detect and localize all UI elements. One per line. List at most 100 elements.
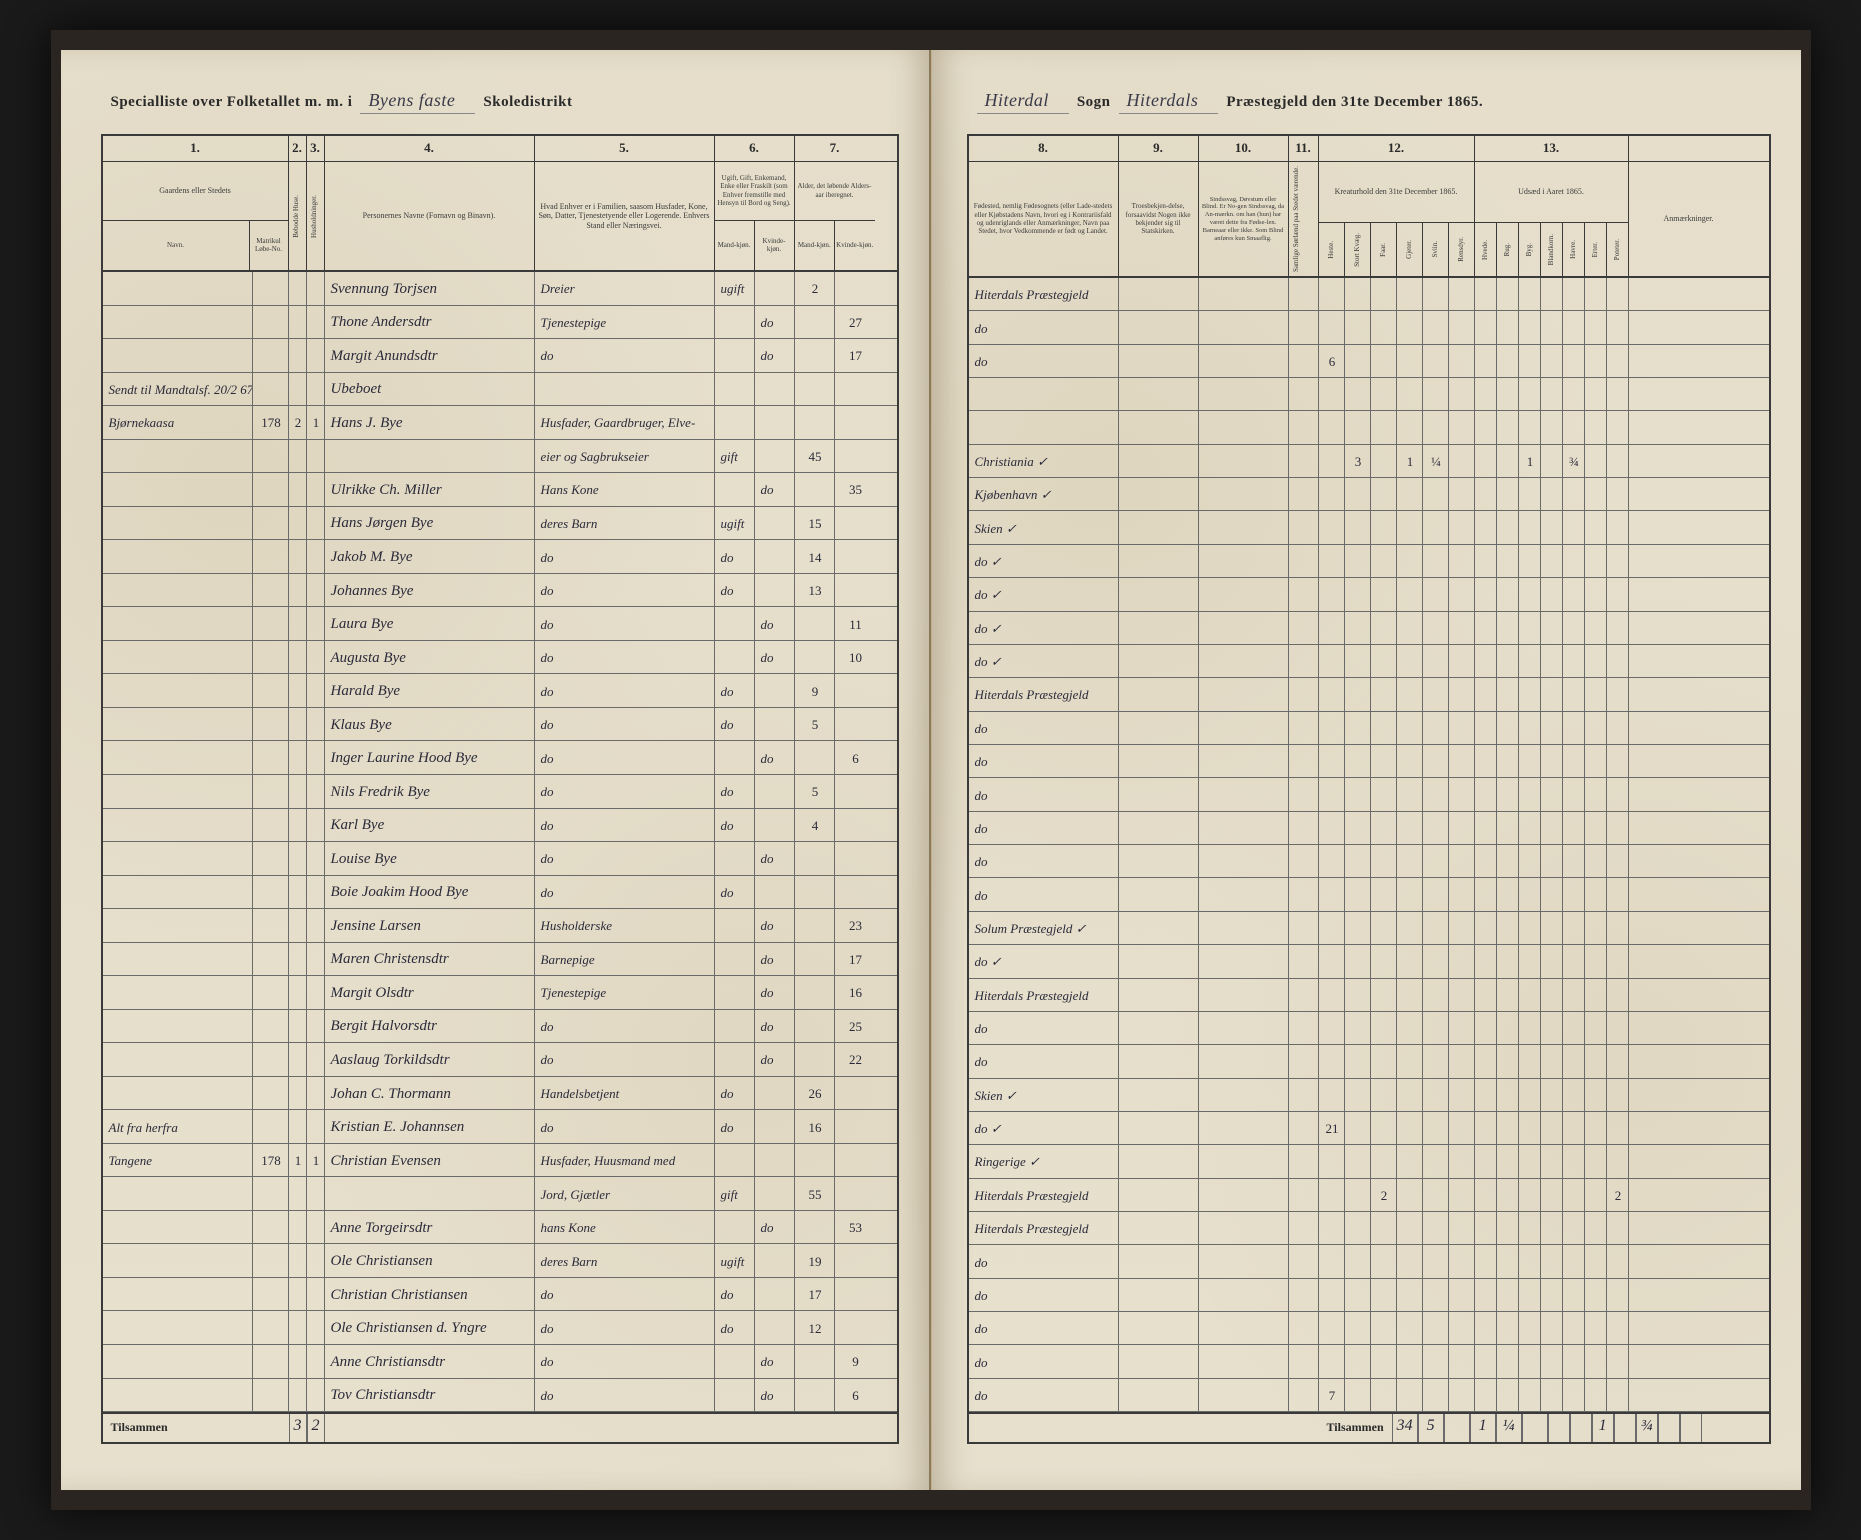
cell-seed — [1519, 1312, 1541, 1344]
cell-condition — [1199, 912, 1289, 944]
cell-seed — [1519, 1179, 1541, 1211]
cell-present — [1289, 1012, 1319, 1044]
cell-faith — [1119, 1245, 1199, 1277]
cell-seed — [1541, 1079, 1563, 1111]
cell-age-f — [835, 1278, 875, 1311]
cell-livestock: 2 — [1371, 1179, 1397, 1211]
cell-livestock — [1449, 1045, 1475, 1077]
cell-households — [307, 1177, 325, 1210]
cell-livestock — [1345, 979, 1371, 1011]
cell-farm — [103, 540, 253, 573]
cell-status-f — [755, 708, 795, 741]
cell-seed — [1497, 278, 1519, 310]
cell-birthplace: Hiterdals Præstegjeld — [969, 1212, 1119, 1244]
cell-position: do — [535, 540, 715, 573]
colhead-12-sub: Faar. — [1371, 223, 1397, 275]
cell-matr — [253, 306, 289, 339]
cell-livestock — [1371, 878, 1397, 910]
rcolnum-9: 9. — [1119, 136, 1199, 161]
cell-age-f — [835, 1244, 875, 1277]
cell-seed — [1563, 1112, 1585, 1144]
cell-livestock — [1319, 712, 1345, 744]
rcolhead-13: Udsæd i Aaret 1865. Hvede.Rug.Byg.Blandk… — [1475, 162, 1629, 276]
cell-age-m — [795, 876, 835, 909]
footer-seed — [1680, 1414, 1702, 1442]
colhead-3: Husholdninger. — [307, 162, 325, 270]
table-row: do ✓ — [969, 612, 1769, 645]
cell-households — [307, 1077, 325, 1110]
cell-name: Karl Bye — [325, 809, 535, 842]
cell-birthplace: Skien ✓ — [969, 1079, 1119, 1111]
cell-livestock — [1449, 979, 1475, 1011]
cell-livestock — [1319, 1145, 1345, 1177]
cell-position: do — [535, 842, 715, 875]
cell-matr — [253, 809, 289, 842]
cell-seed — [1475, 612, 1497, 644]
footer-livestock: 34 — [1392, 1414, 1418, 1442]
cell-seed — [1607, 845, 1629, 877]
cell-age-m: 4 — [795, 809, 835, 842]
table-row: do — [969, 1312, 1769, 1345]
table-row: Johan C. ThormannHandelsbetjentdo26 — [103, 1077, 897, 1111]
cell-faith — [1119, 812, 1199, 844]
cell-seed — [1541, 945, 1563, 977]
colhead-7b: Kvinde-kjøn. — [835, 221, 875, 271]
cell-age-m — [795, 1144, 835, 1177]
cell-condition — [1199, 378, 1289, 410]
cell-remarks — [1629, 378, 1749, 410]
cell-houses — [289, 1110, 307, 1143]
colhead-12-sub: Gjeter. — [1397, 223, 1423, 275]
cell-status-f — [755, 440, 795, 473]
cell-seed — [1497, 878, 1519, 910]
cell-matr — [253, 674, 289, 707]
cell-seed — [1475, 1045, 1497, 1077]
cell-status-f — [755, 1278, 795, 1311]
cell-seed — [1497, 612, 1519, 644]
cell-livestock — [1397, 1012, 1423, 1044]
cell-seed — [1519, 845, 1541, 877]
cell-seed — [1563, 678, 1585, 710]
cell-houses — [289, 272, 307, 305]
cell-age-f — [835, 1144, 875, 1177]
cell-livestock — [1423, 1045, 1449, 1077]
cell-seed — [1475, 712, 1497, 744]
cell-faith — [1119, 645, 1199, 677]
cell-seed — [1475, 311, 1497, 343]
cell-seed — [1585, 878, 1607, 910]
cell-livestock — [1423, 578, 1449, 610]
cell-status-m: ugift — [715, 507, 755, 540]
cell-seed — [1519, 1045, 1541, 1077]
table-row: Karl Byedodo4 — [103, 809, 897, 843]
cell-seed — [1541, 411, 1563, 443]
cell-livestock — [1449, 378, 1475, 410]
cell-status-f — [755, 1244, 795, 1277]
cell-birthplace: Kjøbenhavn ✓ — [969, 478, 1119, 510]
cell-birthplace: do ✓ — [969, 578, 1119, 610]
cell-birthplace: Christiania ✓ — [969, 445, 1119, 477]
cell-farm — [103, 1077, 253, 1110]
cell-seed — [1585, 1212, 1607, 1244]
cell-farm: Alt fra herfra — [103, 1110, 253, 1143]
footer-livestock: 5 — [1418, 1414, 1444, 1442]
cell-households — [307, 1110, 325, 1143]
cell-condition — [1199, 478, 1289, 510]
table-row: Christiania ✓31¼1¾ — [969, 445, 1769, 478]
cell-seed — [1541, 745, 1563, 777]
cell-seed — [1607, 1345, 1629, 1377]
cell-livestock — [1397, 778, 1423, 810]
cell-faith — [1119, 1279, 1199, 1311]
cell-seed — [1519, 745, 1541, 777]
cell-livestock — [1345, 645, 1371, 677]
cell-households — [307, 775, 325, 808]
cell-age-m: 5 — [795, 775, 835, 808]
cell-seed — [1497, 378, 1519, 410]
colhead-12-sub: Stort Kvæg. — [1345, 223, 1371, 275]
cell-livestock — [1449, 1279, 1475, 1311]
cell-present — [1289, 1245, 1319, 1277]
left-col-headers: Gaardens eller Stedets Navn. Matrikul Lø… — [103, 162, 897, 272]
cell-condition — [1199, 878, 1289, 910]
cell-name: Hans J. Bye — [325, 406, 535, 439]
table-row: do ✓ — [969, 945, 1769, 978]
cell-seed — [1541, 1112, 1563, 1144]
cell-age-m: 13 — [795, 574, 835, 607]
